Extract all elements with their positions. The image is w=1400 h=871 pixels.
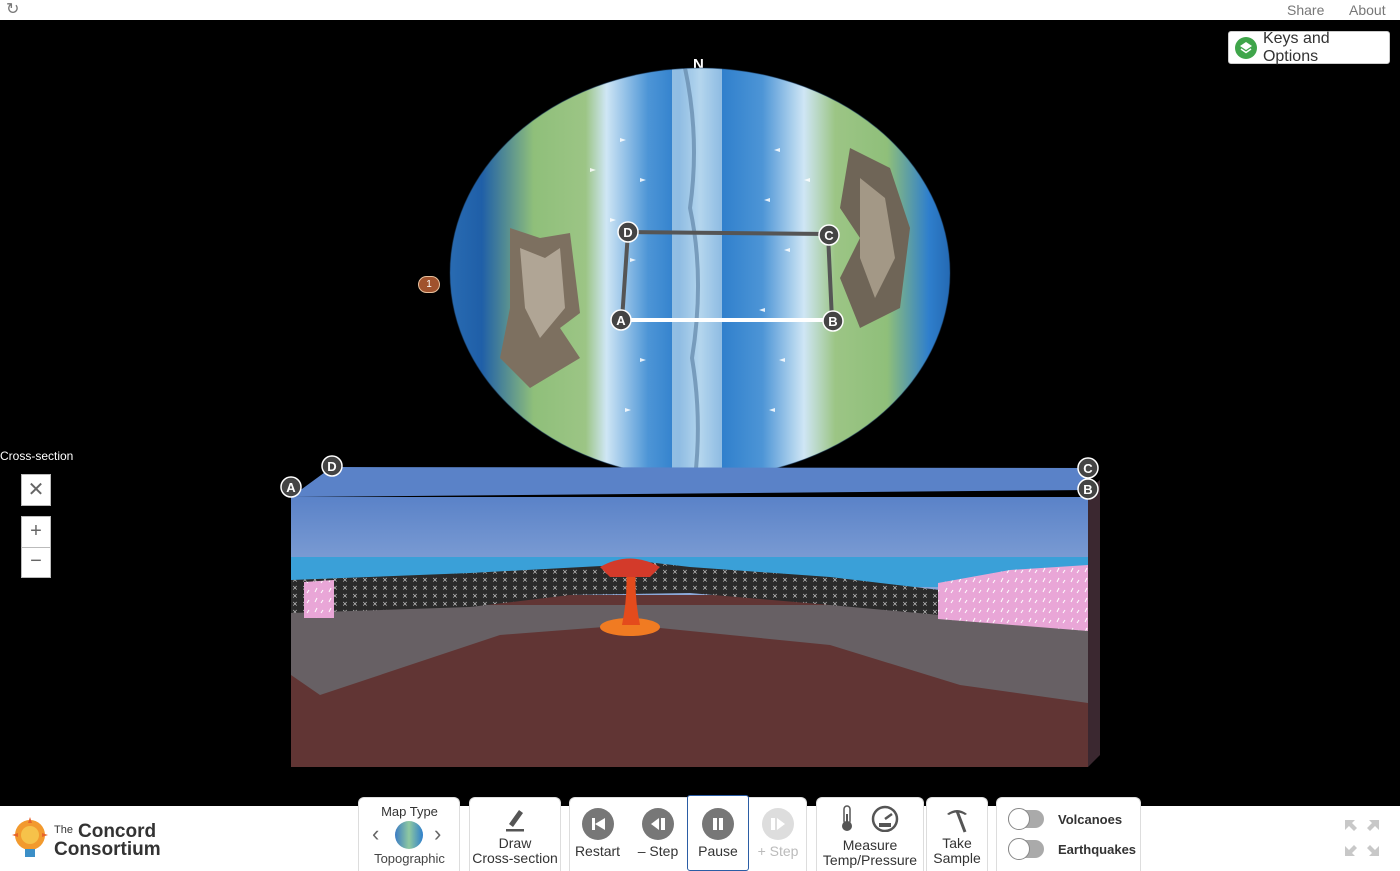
step-back-button[interactable]: – Step xyxy=(632,800,684,859)
tab-sample xyxy=(926,797,988,871)
draw-label-line2: Cross-section xyxy=(472,850,558,866)
zoom-out-button[interactable]: − xyxy=(21,547,51,578)
globe-icon xyxy=(395,821,423,849)
cross-section-corner-c: C xyxy=(1077,457,1099,479)
svg-text:B: B xyxy=(828,314,837,329)
step-forward-button[interactable]: + Step xyxy=(752,800,804,859)
reload-icon[interactable]: ↻ xyxy=(6,1,20,18)
cross-section-title: Cross-section xyxy=(0,449,74,463)
tab-draw xyxy=(469,797,561,871)
restart-icon xyxy=(581,808,614,840)
zoom-in-button[interactable]: + xyxy=(21,516,51,547)
step-forward-icon xyxy=(762,808,794,840)
pickaxe-icon xyxy=(928,806,986,836)
volcanoes-toggle[interactable]: Volcanoes xyxy=(1008,808,1123,830)
keys-and-options-button[interactable]: Keys and Options xyxy=(1228,29,1390,65)
top-bar: ↻ Share About xyxy=(0,0,1400,20)
lightbulb-icon xyxy=(12,817,48,857)
restart-label: Restart xyxy=(574,843,621,859)
logo-concord: Concord xyxy=(78,821,157,842)
tab-measure xyxy=(816,797,924,871)
pause-control[interactable]: Pause xyxy=(688,800,748,859)
concord-consortium-logo: The Concord Consortium xyxy=(10,815,170,863)
volcanoes-label: Volcanoes xyxy=(1058,811,1123,827)
sample-label-line2: Sample xyxy=(933,850,981,866)
step-forward-label: + Step xyxy=(757,843,799,859)
map-type-next-button[interactable]: › xyxy=(434,821,442,846)
globe-point-c[interactable]: C xyxy=(818,224,840,246)
north-label: N xyxy=(693,56,704,73)
pencil-icon xyxy=(470,806,560,836)
svg-text:A: A xyxy=(616,313,626,328)
earthquakes-toggle[interactable]: Earthquakes xyxy=(1008,838,1137,860)
cross-section-corner-b: B xyxy=(1077,478,1099,500)
cross-section-view[interactable]: × A D C B xyxy=(270,455,1110,775)
step-back-icon xyxy=(642,808,674,840)
take-sample-button[interactable]: Take Sample xyxy=(928,800,986,866)
cross-section-close-button[interactable]: ✕ xyxy=(21,474,51,506)
sample-label-line1: Take xyxy=(942,835,972,851)
map-type-value: Topographic xyxy=(374,851,445,866)
draw-label-line1: Draw xyxy=(498,835,532,851)
cross-section-corner-a: A xyxy=(280,476,302,498)
logo-consortium: Consortium xyxy=(54,839,161,860)
map-type-control: Map Type ‹ › Topographic xyxy=(362,800,457,866)
step-back-label: – Step xyxy=(637,843,679,859)
volcanoes-switch[interactable] xyxy=(1008,808,1044,830)
gauge-icon xyxy=(871,805,899,832)
svg-text:B: B xyxy=(1083,482,1092,497)
svg-text:A: A xyxy=(286,480,296,495)
planet-globe[interactable]: D C A B xyxy=(440,58,960,478)
map-type-prev-button[interactable]: ‹ xyxy=(372,821,380,846)
earthquakes-label: Earthquakes xyxy=(1058,841,1137,857)
pause-label: Pause xyxy=(698,843,738,859)
globe-point-a[interactable]: A xyxy=(610,309,632,331)
layers-icon xyxy=(1235,36,1257,59)
svg-text:C: C xyxy=(824,228,834,243)
about-link[interactable]: About xyxy=(1349,2,1386,18)
globe-point-b[interactable]: B xyxy=(822,310,844,332)
pause-icon xyxy=(702,808,734,840)
measure-label-line1: Measure xyxy=(842,837,898,853)
globe-point-d[interactable]: D xyxy=(617,221,639,243)
share-link[interactable]: Share xyxy=(1287,2,1325,18)
plate-marker[interactable]: 1 xyxy=(418,276,440,293)
measure-label-line2: Temp/Pressure xyxy=(822,852,918,868)
svg-text:D: D xyxy=(623,225,632,240)
svg-text:C: C xyxy=(1083,461,1093,476)
fullscreen-icon[interactable] xyxy=(1343,818,1381,858)
earthquakes-switch[interactable] xyxy=(1008,838,1044,860)
draw-cross-section-button[interactable]: Draw Cross-section xyxy=(470,800,560,866)
restart-button[interactable]: Restart xyxy=(570,800,625,859)
logo-the: The xyxy=(54,824,73,836)
measure-temp-pressure-button[interactable]: Measure Temp/Pressure xyxy=(818,800,922,868)
cross-section-corner-d: D xyxy=(321,455,343,477)
keys-and-options-label: Keys and Options xyxy=(1262,29,1330,65)
map-type-title: Map Type xyxy=(381,804,438,819)
svg-text:D: D xyxy=(327,459,336,474)
thermometer-icon xyxy=(842,805,852,831)
